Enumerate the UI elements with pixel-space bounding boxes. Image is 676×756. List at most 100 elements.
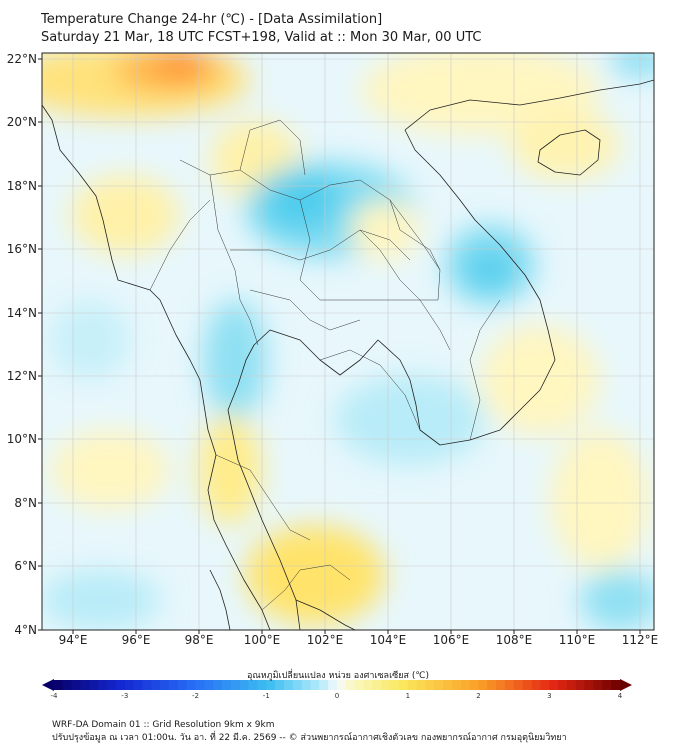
colorbar-cell [115, 680, 126, 690]
colorbar-cell [593, 680, 603, 690]
colorbar-cell [425, 680, 435, 690]
colorbar-cell [496, 680, 506, 690]
footer: WRF-DA Domain 01 :: Grid Resolution 9km … [52, 719, 567, 745]
colorbar-cell [248, 680, 258, 690]
colorbar-cell [151, 680, 161, 690]
lon-tick-label: 108°E [496, 633, 533, 647]
colorbar-cells [54, 680, 621, 690]
colorbar-cell [107, 680, 117, 690]
colorbar-tick-label: -4 [51, 692, 59, 700]
lat-tick-label: 16°N [7, 242, 37, 256]
colorbar-cell [443, 680, 453, 690]
colorbar-tick-label: -1 [263, 692, 270, 700]
colorbar-cell [328, 680, 338, 690]
colorbar-tick-label: 0 [335, 692, 339, 700]
colorbar-tick-label: 2 [476, 692, 480, 700]
colorbar-title: อุณหภูมิเปลี่ยนแปลง หน่วย องศาเซลเซียส (… [246, 671, 430, 681]
coastlines [42, 79, 654, 630]
colorbar-cell [266, 680, 276, 690]
colorbar-cell [354, 680, 364, 690]
colorbar-cell [549, 680, 559, 690]
lon-tick-label: 98°E [185, 633, 214, 647]
colorbar-cell [345, 680, 356, 690]
colorbar-cell [62, 680, 73, 690]
lat-tick-label: 12°N [7, 369, 37, 383]
colorbar-cell [292, 680, 303, 690]
colorbar-tick-label: -2 [192, 692, 199, 700]
colorbar-cell [434, 680, 444, 690]
colorbar-cell [584, 680, 594, 690]
colorbar-cell [283, 680, 294, 690]
colorbar-tick-label: 3 [547, 692, 551, 700]
colorbar-cell [513, 680, 524, 690]
footer-model-info: WRF-DA Domain 01 :: Grid Resolution 9km … [52, 720, 275, 730]
graticule [42, 53, 654, 630]
colorbar-cell [213, 680, 223, 690]
colorbar-cell [204, 680, 214, 690]
colorbar-cell [337, 680, 347, 690]
colorbar-cell [522, 680, 532, 690]
colorbar-cell [222, 680, 232, 690]
chart-subtitle: Saturday 21 Mar, 18 UTC FCST+198, Valid … [41, 30, 482, 45]
lon-tick-label: 100°E [244, 633, 281, 647]
colorbar-cell [124, 680, 134, 690]
colorbar-cell [275, 680, 285, 690]
colorbar-tick-label: -3 [121, 692, 128, 700]
colorbar-cell [177, 680, 188, 690]
colorbar-cell [398, 680, 409, 690]
lat-tick-label: 8°N [14, 496, 37, 510]
colorbar-tick-labels: -4 -3 -2 -1 0 1 2 3 4 [51, 692, 623, 700]
lon-tick-label: 106°E [433, 633, 470, 647]
colorbar-cell [301, 680, 311, 690]
chart-title: Temperature Change 24-hr (℃) - [Data Ass… [41, 12, 383, 27]
colorbar-cell [407, 680, 417, 690]
colorbar-cell [372, 680, 382, 690]
colorbar-cell [168, 680, 179, 690]
footer-credit: ปรับปรุงข้อมูล ณ เวลา 01:00น. วัน อา. ที… [52, 733, 567, 743]
colorbar-cell [381, 680, 391, 690]
colorbar-cell [310, 680, 320, 690]
colorbar-cell [239, 680, 249, 690]
colorbar-cell [602, 680, 612, 690]
lat-tick-label: 20°N [7, 115, 37, 129]
colorbar-cell [566, 680, 577, 690]
lat-labels: 4°N 6°N 8°N 10°N 12°N 14°N 16°N 18°N 20°… [7, 52, 37, 637]
colorbar-cell [611, 680, 621, 690]
colorbar-tick-label: 4 [618, 692, 623, 700]
colorbar-cell [363, 680, 373, 690]
colorbar-cell [98, 680, 108, 690]
colorbar-cell [54, 680, 64, 690]
colorbar-cell [230, 680, 241, 690]
colorbar-cell [575, 680, 586, 690]
colorbar-cell [505, 680, 515, 690]
lat-tick-label: 14°N [7, 306, 37, 320]
province-borders [149, 119, 501, 611]
lon-tick-label: 112°E [622, 633, 659, 647]
colorbar-cell [531, 680, 541, 690]
colorbar-max-arrow [620, 679, 632, 691]
lat-tick-label: 22°N [7, 52, 37, 66]
lat-tick-label: 4°N [14, 623, 37, 637]
colorbar-cell [80, 680, 90, 690]
tick-marks [38, 58, 641, 634]
colorbar-cell [142, 680, 152, 690]
colorbar-cell [71, 680, 81, 690]
map-frame [41, 52, 655, 631]
colorbar-cell [540, 680, 550, 690]
colorbar-min-arrow [42, 679, 54, 691]
lon-tick-label: 96°E [122, 633, 151, 647]
colorbar-tick-label: 1 [406, 692, 410, 700]
lon-tick-label: 102°E [307, 633, 344, 647]
colorbar-cell [558, 680, 568, 690]
colorbar-cell [319, 680, 329, 690]
lon-tick-label: 94°E [59, 633, 88, 647]
chart-title-block: Temperature Change 24-hr (℃) - [Data Ass… [41, 11, 481, 47]
colorbar-cell [160, 680, 170, 690]
colorbar-cell [390, 680, 400, 690]
colorbar-cell [451, 680, 462, 690]
lat-tick-label: 10°N [7, 432, 37, 446]
lon-tick-label: 104°E [370, 633, 407, 647]
temperature-field [42, 53, 654, 630]
colorbar-cell [186, 680, 196, 690]
